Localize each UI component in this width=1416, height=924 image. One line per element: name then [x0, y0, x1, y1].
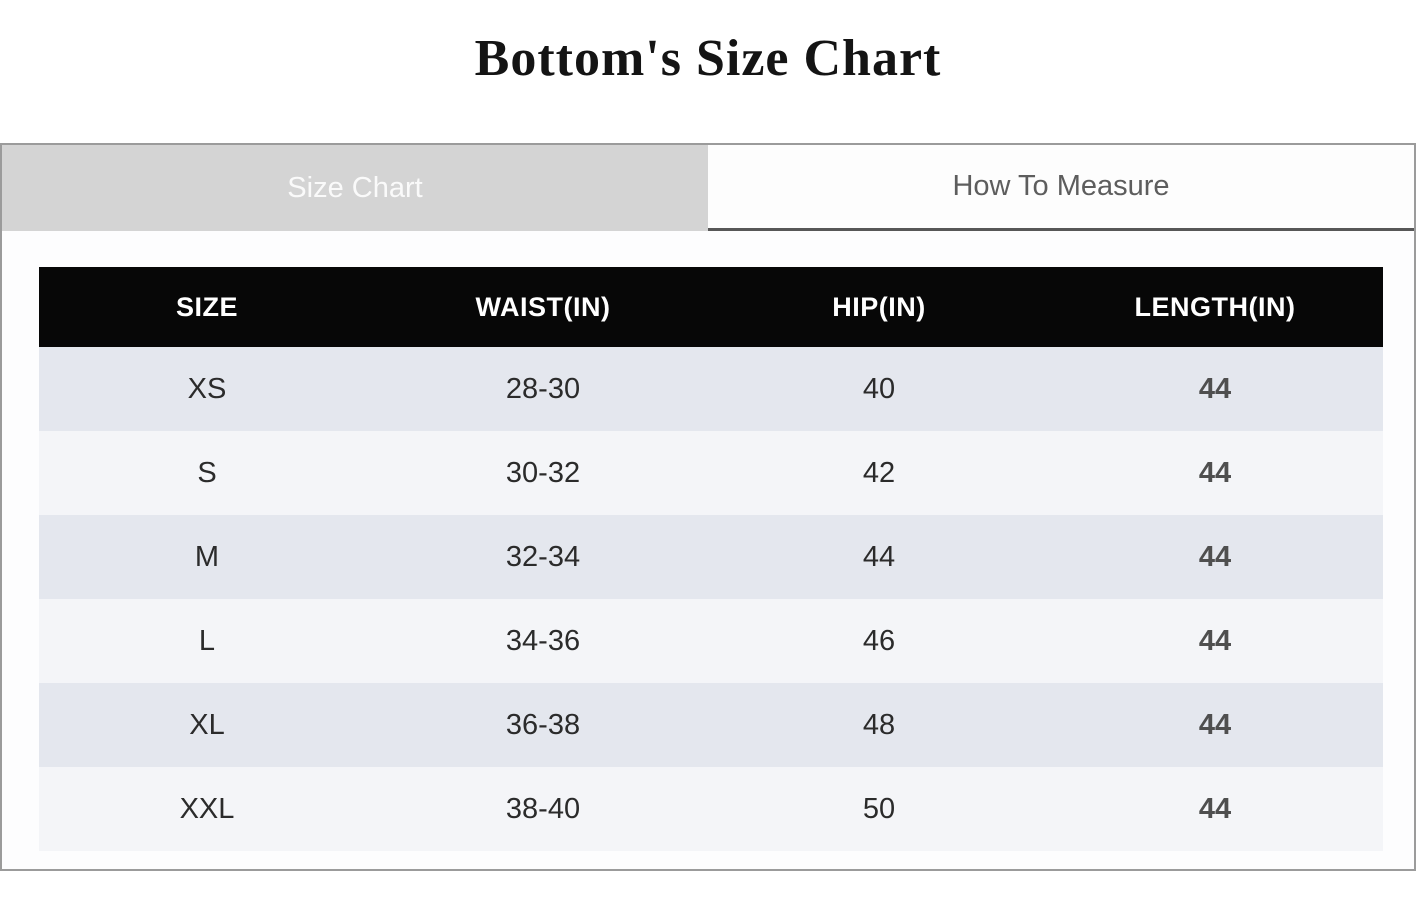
hip-cell: 48: [862, 708, 896, 741]
waist-cell: 38-40: [505, 792, 581, 825]
length-cell: 44: [1198, 456, 1232, 489]
length-cell: 44: [1198, 708, 1232, 741]
size-cell: XL: [189, 708, 225, 741]
tab-how-to-measure[interactable]: How To Measure: [708, 145, 1414, 231]
waist-cell: 34-36: [505, 624, 581, 657]
size-cell: S: [197, 456, 217, 489]
hip-cell: 40: [862, 372, 896, 405]
waist-cell: 32-34: [505, 540, 581, 573]
tab-bar: Size Chart How To Measure: [2, 145, 1414, 231]
size-cell: M: [194, 540, 220, 573]
hip-cell: 44: [862, 540, 896, 573]
table-row-s: S 30-32 42 44: [39, 431, 1383, 515]
waist-cell: 28-30: [505, 372, 581, 405]
column-header-waist: WAIST(IN): [375, 267, 711, 347]
table-row-l: L 34-36 46 44: [39, 599, 1383, 683]
length-cell: 44: [1198, 540, 1232, 573]
hip-cell: 50: [862, 792, 896, 825]
length-cell: 44: [1198, 792, 1232, 825]
waist-cell: 36-38: [505, 708, 581, 741]
length-cell: 44: [1198, 372, 1232, 405]
table-row-xs: XS 28-30 40 44: [39, 347, 1383, 431]
size-cell: XXL: [179, 792, 235, 825]
tab-size-chart[interactable]: Size Chart: [2, 145, 708, 231]
size-cell: XS: [187, 372, 227, 405]
length-cell: 44: [1198, 624, 1232, 657]
column-header-hip: HIP(IN): [711, 267, 1047, 347]
table-header-row: SIZE WAIST(IN) HIP(IN) LENGTH(IN): [39, 267, 1383, 347]
hip-cell: 42: [862, 456, 896, 489]
hip-cell: 46: [862, 624, 896, 657]
column-header-size: SIZE: [39, 267, 375, 347]
table-row-xl: XL 36-38 48 44: [39, 683, 1383, 767]
size-chart-panel: Size Chart How To Measure SIZE WAIST(IN)…: [0, 143, 1416, 871]
table-row-m: M 32-34 44 44: [39, 515, 1383, 599]
page-title: Bottom's Size Chart: [474, 30, 942, 87]
page: Bottom's Size Chart Size Chart How To Me…: [0, 30, 1416, 871]
tab-content: SIZE WAIST(IN) HIP(IN) LENGTH(IN) XS 28-…: [2, 231, 1414, 884]
table-row-xxl: XXL 38-40 50 44: [39, 767, 1383, 851]
size-cell: L: [198, 624, 216, 657]
column-header-length: LENGTH(IN): [1047, 267, 1383, 347]
size-table: SIZE WAIST(IN) HIP(IN) LENGTH(IN) XS 28-…: [39, 267, 1383, 851]
waist-cell: 30-32: [505, 456, 581, 489]
